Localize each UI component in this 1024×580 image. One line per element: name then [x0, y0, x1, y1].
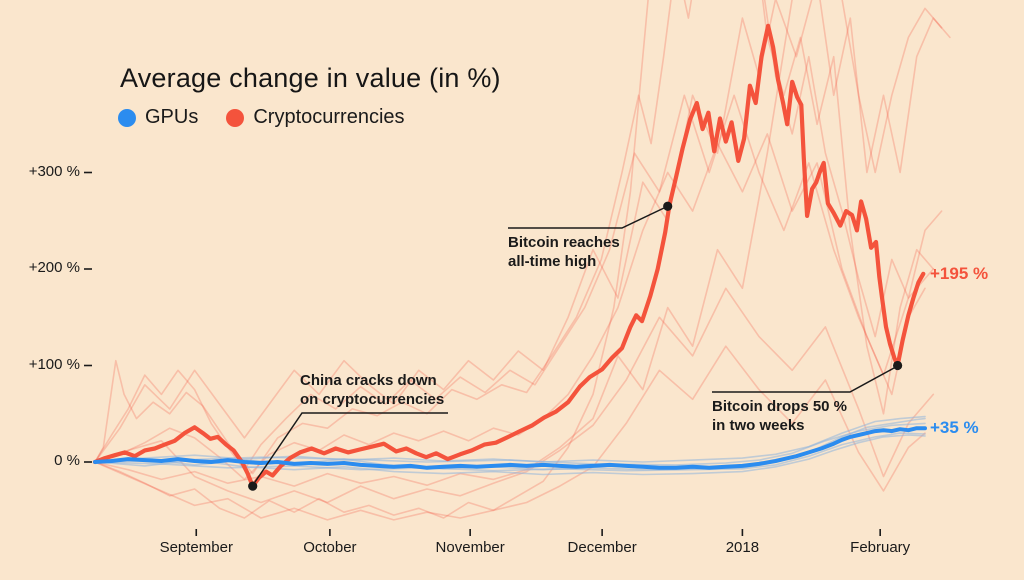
- annotation-line: on cryptocurrencies: [300, 391, 445, 408]
- annotation-line: Bitcoin drops 50 %: [712, 398, 848, 415]
- crypto-end-value-label: +195 %: [930, 264, 989, 283]
- x-tick-label: February: [850, 539, 911, 556]
- y-tick-label: +200 %: [28, 259, 80, 276]
- y-tick-label: +300 %: [28, 162, 80, 180]
- annotation-china-crackdown: China cracks down on cryptocurrencies: [300, 371, 444, 409]
- annotation-line: China cracks down: [300, 372, 437, 389]
- gpus-dot-icon: [118, 108, 136, 127]
- cryptocurrencies-dot-icon: [226, 108, 245, 127]
- x-tick-label: 2018: [725, 539, 760, 556]
- legend-item-cryptocurrencies: Cryptocurrencies: [226, 106, 405, 129]
- x-tick-label: October: [303, 539, 357, 556]
- legend-label-gpus: GPUs: [145, 106, 199, 128]
- x-tick-label: September: [159, 539, 233, 556]
- gpu-end-value-label: +35 %: [930, 418, 979, 437]
- annotation-bitcoin-all-time-high: Bitcoin reaches all-time high: [508, 233, 620, 271]
- chart-legend: GPUs Cryptocurrencies: [118, 106, 405, 129]
- annotation-line: all-time high: [508, 253, 597, 270]
- legend-item-gpus: GPUs: [118, 106, 198, 129]
- legend-label-cryptocurrencies: Cryptocurrencies: [253, 106, 405, 128]
- x-tick-label: November: [435, 539, 505, 556]
- y-tick-label: 0 %: [54, 452, 80, 469]
- chart-title: Average change in value (in %): [120, 63, 501, 93]
- annotation-bitcoin-drop: Bitcoin drops 50 % in two weeks: [712, 397, 847, 435]
- annotation-line: in two weeks: [712, 417, 805, 434]
- x-tick-label: December: [567, 539, 637, 556]
- annotation-line: Bitcoin reaches: [508, 234, 620, 251]
- y-tick-label: +100 %: [28, 355, 80, 373]
